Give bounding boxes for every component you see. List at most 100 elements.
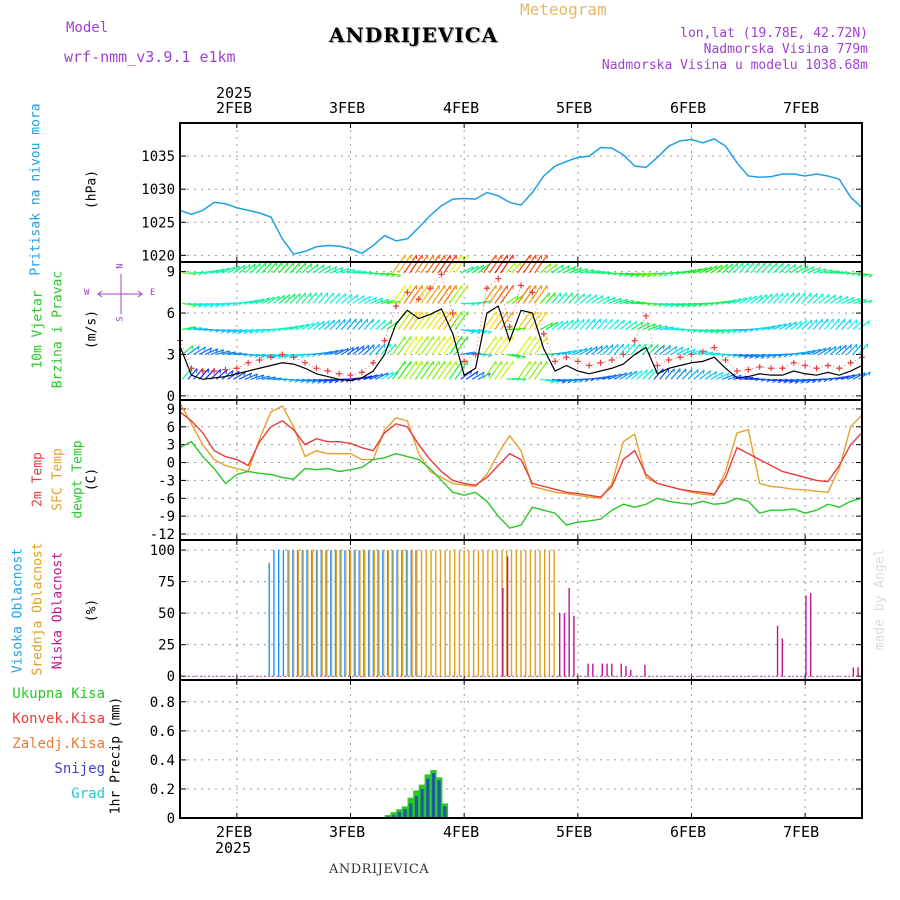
wind-barb-head [237, 331, 242, 335]
wind-barb-head [288, 294, 291, 299]
wind-barb [801, 266, 815, 274]
wind-barb [557, 378, 572, 382]
wind-barb [261, 262, 272, 274]
wind-barb [545, 292, 556, 304]
wind-barb [704, 265, 718, 274]
wind-barb-head [720, 372, 724, 377]
wind-barb [835, 318, 846, 331]
wind-barb [568, 319, 579, 331]
y-tick-label: 9 [167, 265, 175, 281]
wind-barb [431, 254, 446, 274]
wind-barb [409, 285, 423, 304]
wind-barb [795, 320, 808, 331]
wind-barb [750, 261, 761, 274]
wind-barb [181, 345, 194, 355]
wind-barb [534, 336, 548, 355]
wind-barb [773, 378, 788, 383]
wind-barb-head [328, 265, 332, 270]
wind-barb [295, 292, 306, 304]
wind-barb [636, 322, 650, 331]
wind-barb-head [277, 356, 282, 359]
wind-barb [653, 368, 664, 380]
wind-gust-marker [768, 365, 775, 372]
wind-barb [488, 285, 503, 304]
wind-barb [409, 311, 423, 330]
wind-barb-head [571, 319, 574, 324]
wind-barb [693, 267, 707, 274]
wind-barb [323, 319, 335, 331]
wind-barb [602, 374, 617, 380]
wind-barb [329, 266, 344, 274]
wind-barb [227, 329, 242, 333]
wind-barb-head [338, 293, 341, 298]
wind-barb [568, 267, 582, 274]
wind-barb [392, 254, 406, 274]
wind-barb-head [567, 265, 570, 270]
wind-barb [528, 254, 543, 274]
y-tick-label: 0.2 [150, 782, 175, 798]
wind-barb-head [805, 320, 808, 325]
wind-gust-marker [847, 359, 854, 366]
coords-label: lon,lat (19.78E, 42.72N) [680, 26, 868, 41]
wind-barb [426, 360, 440, 380]
wind-barb-head [356, 346, 360, 351]
wind-gust-marker [722, 356, 729, 363]
wind-barb-head [736, 263, 739, 268]
wind-barb-head [868, 371, 871, 376]
wind-barb [358, 295, 371, 304]
compass-east-label: E [150, 288, 156, 298]
wind-barb [517, 311, 531, 330]
y-tick-label: 100 [150, 543, 175, 559]
wind-barb-head [844, 344, 847, 350]
wind-barb-head [652, 323, 656, 328]
wind-barb [539, 292, 550, 304]
wind-barb-head [811, 266, 815, 271]
wind-barb [699, 370, 711, 380]
wind-barb [392, 360, 406, 380]
bottom-day-label: 2FEB [216, 823, 253, 841]
wind-barb-head [488, 354, 493, 358]
wind-barb [199, 302, 214, 307]
wind-barb-head [805, 265, 809, 270]
wind-gust-marker [381, 337, 388, 344]
wind-barb-head [328, 380, 333, 384]
wind-barb-head [651, 344, 653, 349]
wind-barb [221, 370, 234, 380]
wind-barb [466, 370, 479, 380]
wind-barb [579, 269, 594, 274]
wind-barb [420, 360, 435, 380]
wind-barb [705, 352, 720, 356]
wind-barb [187, 345, 200, 355]
wind-barb [807, 267, 821, 274]
top-year-label: 2025 [216, 84, 253, 102]
wind-barb [250, 374, 264, 380]
wind-barb-head [783, 381, 788, 384]
wind-barb [448, 254, 463, 274]
wind-barb-head [754, 295, 758, 300]
wind-barb [841, 344, 852, 355]
wind-barb [307, 378, 322, 383]
wind-barb [193, 302, 208, 307]
wind-barb [710, 371, 724, 380]
wind-barb [369, 373, 383, 380]
wind-barb [414, 254, 429, 274]
wind-barb [216, 329, 231, 333]
y-tick-label: 1020 [141, 248, 175, 264]
wind-barb-head [579, 267, 583, 272]
convective-precip-bar [397, 812, 401, 818]
wind-barb [659, 302, 674, 307]
wind-barb-head [629, 320, 632, 325]
top-day-label: 4FEB [443, 99, 480, 117]
wind-barb [642, 272, 657, 276]
wind-barb [722, 299, 736, 304]
wind-barb [380, 320, 393, 331]
wind-gust-marker [643, 312, 650, 319]
wind-barb-head [300, 380, 305, 384]
wind-barb-head [470, 331, 475, 335]
wind-barb-head [583, 293, 585, 298]
bottom-year-label: 2025 [215, 839, 252, 857]
wind-gust-marker [302, 359, 309, 366]
wind-barb [267, 353, 282, 358]
wind-barb [443, 360, 457, 380]
wind-barb [324, 349, 338, 356]
